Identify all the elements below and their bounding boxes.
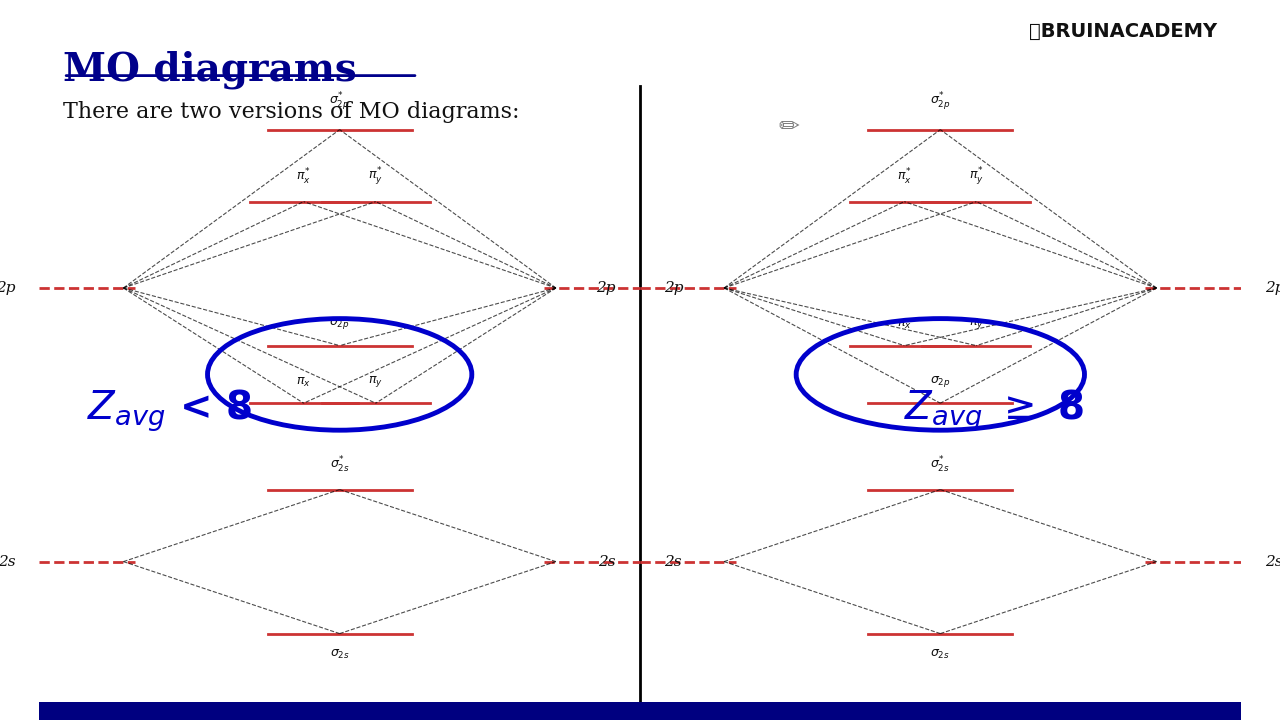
Text: $Z_{avg}$ < 8: $Z_{avg}$ < 8 bbox=[87, 387, 252, 433]
Text: 🐾BRUINACADEMY: 🐾BRUINACADEMY bbox=[1029, 22, 1216, 40]
Text: $\sigma_{2p}^{*}$: $\sigma_{2p}^{*}$ bbox=[931, 89, 951, 112]
Text: $\sigma_{2s}$: $\sigma_{2s}$ bbox=[330, 648, 349, 661]
FancyBboxPatch shape bbox=[40, 702, 1240, 720]
Text: $\pi_x^{*}$: $\pi_x^{*}$ bbox=[897, 167, 911, 187]
Text: $\sigma_{2p}$: $\sigma_{2p}$ bbox=[329, 316, 349, 331]
Text: $\pi_y$: $\pi_y$ bbox=[969, 316, 984, 331]
Text: $Z_{avg}$ $\geq$ 8: $Z_{avg}$ $\geq$ 8 bbox=[904, 387, 1084, 433]
Text: 2p: 2p bbox=[664, 281, 684, 295]
Text: 2s: 2s bbox=[598, 554, 616, 569]
Text: $\pi_y$: $\pi_y$ bbox=[369, 374, 383, 389]
Text: 2p: 2p bbox=[1265, 281, 1280, 295]
Text: 2s: 2s bbox=[664, 554, 682, 569]
Text: $\sigma_{2s}^{*}$: $\sigma_{2s}^{*}$ bbox=[330, 455, 349, 475]
Text: MO diagrams: MO diagrams bbox=[64, 50, 357, 89]
Text: $\pi_y^{*}$: $\pi_y^{*}$ bbox=[369, 165, 383, 187]
Text: $\pi_x^{*}$: $\pi_x^{*}$ bbox=[296, 167, 311, 187]
Text: $\sigma_{2s}$: $\sigma_{2s}$ bbox=[931, 648, 950, 661]
Text: $\pi_y^{*}$: $\pi_y^{*}$ bbox=[969, 165, 984, 187]
Text: $\pi_x$: $\pi_x$ bbox=[897, 318, 911, 331]
Text: 2p: 2p bbox=[596, 281, 616, 295]
Text: 2s: 2s bbox=[0, 554, 15, 569]
Text: $\sigma_{2p}^{*}$: $\sigma_{2p}^{*}$ bbox=[329, 89, 349, 112]
Text: 2s: 2s bbox=[1265, 554, 1280, 569]
Text: $\pi_x$: $\pi_x$ bbox=[296, 376, 311, 389]
Text: There are two versions of MO diagrams:: There are two versions of MO diagrams: bbox=[64, 101, 520, 123]
Text: $\sigma_{2s}^{*}$: $\sigma_{2s}^{*}$ bbox=[931, 455, 950, 475]
Text: 2p: 2p bbox=[0, 281, 15, 295]
Text: ✏: ✏ bbox=[778, 115, 799, 139]
Text: $\sigma_{2p}$: $\sigma_{2p}$ bbox=[931, 374, 951, 389]
